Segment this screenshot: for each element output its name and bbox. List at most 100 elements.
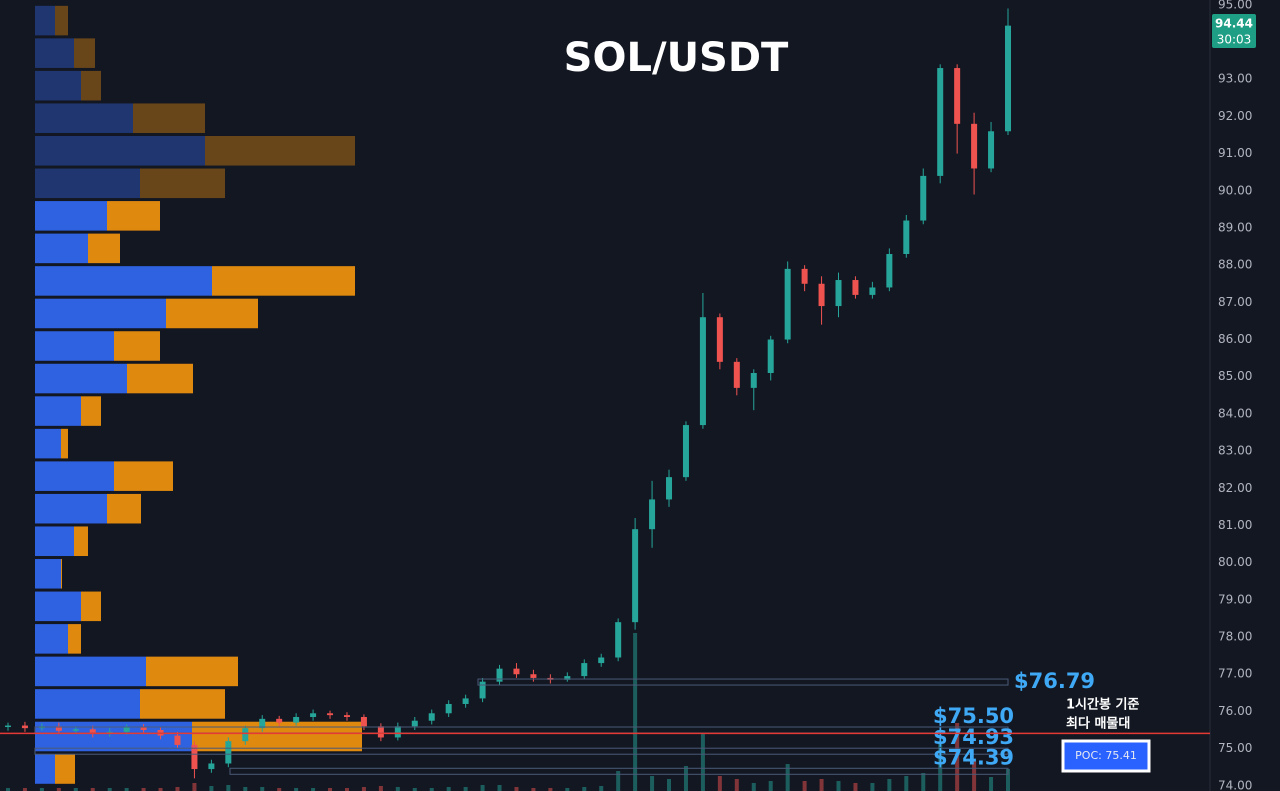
candle-body [360, 716, 367, 727]
candle-body [310, 713, 317, 717]
candle-body [767, 339, 774, 374]
volume-bar [938, 741, 943, 791]
profile-sell [55, 754, 75, 784]
y-tick-label: 76.00 [1218, 704, 1252, 718]
y-tick-label: 84.00 [1218, 406, 1252, 420]
volume-bar [361, 787, 366, 791]
volume-bar [39, 788, 44, 791]
volume-bar [548, 788, 553, 791]
profile-buy [35, 591, 81, 622]
y-tick-label: 86.00 [1218, 332, 1252, 346]
candle-body [750, 373, 757, 388]
volume-bar [90, 788, 95, 791]
profile-buy [35, 168, 140, 199]
y-tick-label: 74.00 [1218, 778, 1252, 791]
volume-bar [514, 787, 519, 791]
candle-body [920, 175, 927, 221]
profile-buy [35, 689, 140, 719]
volume-bar [260, 787, 265, 791]
volume-bar [565, 788, 570, 791]
volume-bar [395, 787, 400, 791]
y-tick-label: 77.00 [1218, 667, 1252, 681]
volume-bar [717, 776, 722, 791]
profile-sell [192, 721, 362, 752]
volume-bar [328, 788, 333, 791]
volume-bar [751, 783, 756, 791]
volume-bar [582, 787, 587, 791]
profile-sell [205, 135, 355, 166]
volume-bar [904, 776, 909, 791]
profile-buy [35, 103, 133, 133]
candle-body [513, 668, 520, 675]
candle-body [327, 713, 334, 716]
candle-body [954, 68, 961, 124]
y-tick-label: 83.00 [1218, 444, 1252, 458]
volume-bar [344, 788, 349, 791]
candle-body [615, 622, 622, 658]
volume-bar [294, 788, 299, 791]
volume-bar [175, 787, 180, 791]
candle-body [123, 727, 130, 732]
volume-bar [243, 787, 248, 791]
profile-buy [35, 396, 81, 426]
volume-bar [124, 788, 129, 791]
volume-bar [650, 776, 655, 791]
profile-buy [35, 754, 55, 784]
candle-body [937, 68, 944, 176]
y-tick-label: 89.00 [1218, 220, 1252, 234]
candle-body [733, 361, 740, 388]
annotation: 1시간봉 기준 [1066, 697, 1139, 713]
y-tick-label: 79.00 [1218, 592, 1252, 606]
volume-bar [667, 779, 672, 791]
profile-sell [133, 103, 205, 133]
candle-body [903, 220, 910, 254]
candle-body [55, 726, 62, 731]
candle-body [394, 726, 401, 738]
profile-buy [35, 298, 166, 329]
volume-bar [412, 788, 417, 791]
candle-body [699, 317, 706, 426]
candle-body [988, 131, 995, 169]
profile-sell [146, 656, 238, 687]
candle-body [598, 657, 605, 664]
candle-body [445, 703, 452, 714]
volume-bar [989, 777, 994, 791]
volume-bar [599, 786, 604, 791]
profile-sell [61, 559, 62, 589]
y-tick-label: 82.00 [1218, 481, 1252, 495]
y-tick-label: 75.00 [1218, 741, 1252, 755]
y-tick-label: 78.00 [1218, 630, 1252, 644]
y-tick-label: 80.00 [1218, 555, 1252, 569]
volume-bar [311, 788, 316, 791]
profile-buy [35, 5, 55, 36]
countdown: 30:03 [1217, 33, 1252, 47]
volume-bar [700, 734, 705, 791]
volume-bar [683, 766, 688, 791]
profile-sell [68, 624, 81, 654]
candle-body [496, 668, 503, 682]
y-tick-label: 92.00 [1218, 109, 1252, 123]
volume-bar [73, 788, 78, 791]
volume-bar [226, 785, 231, 791]
y-tick-label: 90.00 [1218, 183, 1252, 197]
level-label: $74.93 [933, 725, 1014, 749]
volume-bar [734, 779, 739, 791]
profile-buy [35, 363, 127, 394]
candle-body [225, 741, 232, 764]
candle-body [293, 716, 300, 723]
candle-body [479, 681, 486, 699]
candle-body [276, 718, 283, 723]
profile-sell [166, 298, 258, 329]
y-tick-label: 87.00 [1218, 295, 1252, 309]
level-zone [477, 678, 1009, 686]
candle-body [649, 499, 656, 530]
profile-sell [74, 38, 95, 68]
profile-sell [114, 461, 173, 491]
candle-body [191, 744, 198, 770]
candle-body [886, 253, 893, 288]
poc-box [1061, 739, 1151, 773]
candle-body [428, 713, 435, 721]
profile-sell [140, 689, 225, 719]
volume-bar [1006, 769, 1010, 791]
